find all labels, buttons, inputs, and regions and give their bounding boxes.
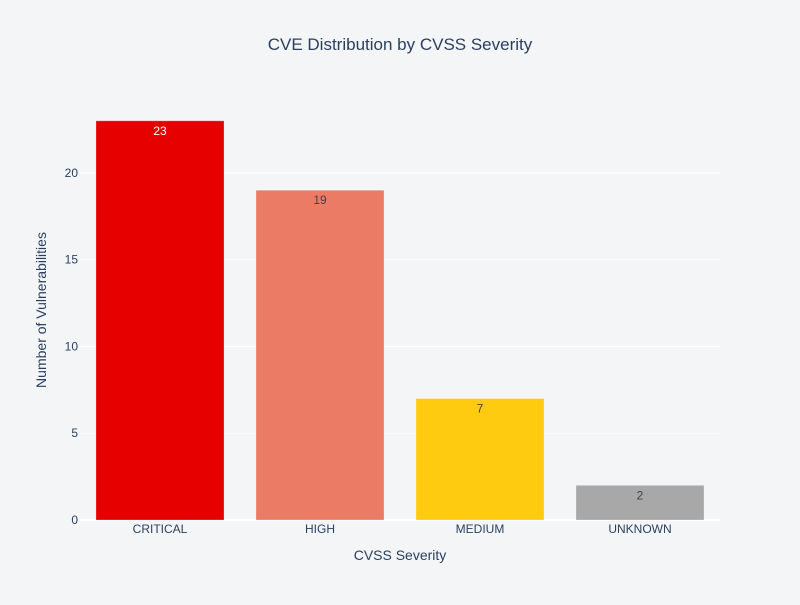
bar-medium (415, 398, 545, 521)
x-tick-label: CRITICAL (133, 522, 188, 536)
y-tick-label: 15 (65, 253, 79, 267)
y-tick-label: 20 (65, 166, 79, 180)
bar-critical (95, 120, 225, 521)
y-tick-label: 0 (71, 513, 78, 527)
y-axis-title: Number of Vulnerabilities (33, 232, 49, 388)
x-tick-label: UNKNOWN (608, 522, 671, 536)
chart-title: CVE Distribution by CVSS Severity (268, 35, 533, 54)
x-tick-label: HIGH (305, 522, 335, 536)
data-label: 23 (153, 124, 167, 138)
x-axis-title: CVSS Severity (354, 547, 447, 563)
data-label: 19 (313, 193, 327, 207)
bar-unknown (575, 484, 705, 521)
bar-high (255, 189, 385, 521)
data-label: 7 (477, 402, 484, 416)
y-tick-label: 5 (71, 426, 78, 440)
x-tick-label: MEDIUM (456, 522, 505, 536)
y-tick-label: 10 (65, 339, 79, 353)
data-label: 2 (637, 488, 644, 502)
